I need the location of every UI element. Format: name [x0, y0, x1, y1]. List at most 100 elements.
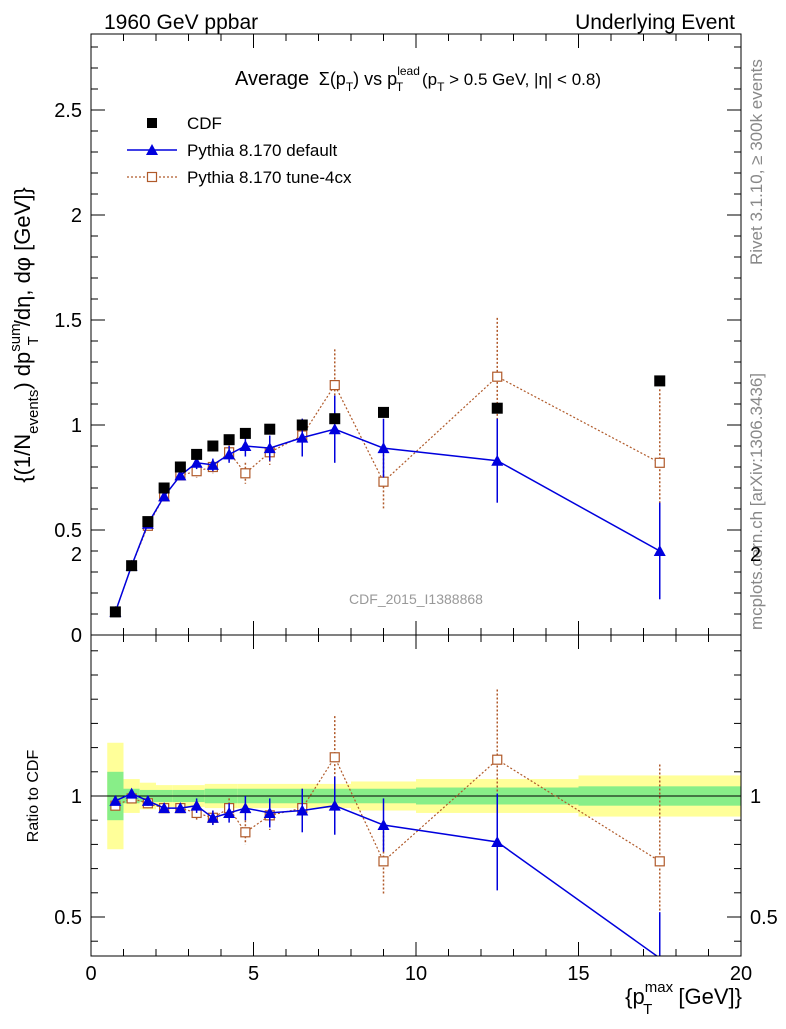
legend-entry-cdf: CDF	[147, 114, 222, 133]
ratio-xlabel: {pmax T [GeV]}	[625, 979, 742, 1018]
y-tick-label: 2.5	[54, 100, 82, 122]
legend: CDF Pythia 8.170 default Pythia 8.170 tu…	[127, 114, 352, 187]
legend-label-tune: Pythia 8.170 tune-4cx	[187, 168, 352, 187]
data-point	[174, 461, 186, 473]
data-point	[142, 516, 154, 528]
ylabel-b-sub: T	[25, 336, 42, 345]
data-point	[263, 806, 276, 818]
main-ylabel: {(1/Nevents) dpsumT/dη, dφ [GeV]}	[7, 187, 42, 483]
xlabel-sup: max	[645, 979, 674, 996]
x-tick-label: 15	[567, 963, 589, 985]
data-point	[377, 819, 390, 831]
data-point	[125, 787, 138, 799]
data-point	[654, 375, 666, 387]
y-tick-label: 1	[71, 415, 82, 437]
data-point	[239, 427, 251, 439]
analysis-watermark: CDF_2015_I1388868	[349, 591, 483, 607]
ratio-y-tick-label-right: 2	[750, 544, 761, 566]
title-rest: > 0.5 GeV, |η| < 0.8)	[444, 70, 601, 89]
title-sub-2: T	[396, 80, 404, 94]
data-point	[378, 856, 389, 867]
data-point	[207, 440, 219, 452]
x-tick-label: 20	[730, 963, 752, 985]
data-point	[296, 431, 309, 443]
ratio-y-tick-label: 1	[71, 786, 82, 808]
data-point	[126, 560, 138, 572]
data-point	[329, 380, 340, 391]
data-point	[158, 802, 171, 814]
ratio-marks	[109, 689, 665, 956]
data-point	[239, 440, 252, 451]
y-tick-label: 1.5	[54, 310, 82, 332]
ratio-y-tick-label: 0.5	[54, 907, 82, 929]
x-tick-label: 10	[405, 963, 427, 985]
data-point	[653, 545, 666, 556]
data-point	[109, 794, 122, 806]
title-cut: (p	[417, 70, 437, 89]
data-point	[190, 799, 203, 811]
data-point	[158, 482, 170, 494]
data-point	[296, 804, 309, 816]
ratio-panel: 0.5 0.51 12 20 5 10 15 20 Ratio to CDF {pmax T […	[25, 544, 778, 1018]
xlabel-a: {p	[625, 984, 645, 1009]
ratio-y-tick-label-right: 0.5	[750, 907, 778, 929]
ratio-y-tick-label-right: 1	[750, 786, 761, 808]
ratio-axes: 0.5 0.51 12 20 5 10 15 20	[54, 544, 778, 985]
data-point	[378, 476, 389, 487]
ratio-y-tick-label: 2	[71, 544, 82, 566]
ylabel-b: ) dp	[10, 352, 35, 390]
title-word: Average	[235, 68, 309, 90]
data-point	[141, 794, 154, 806]
ylabel-a: {(1/N	[10, 434, 35, 483]
ylabel-a-sub: events	[25, 390, 42, 434]
y-tick-label: 2	[71, 205, 82, 227]
data-point	[328, 799, 341, 811]
data-point	[223, 448, 236, 460]
data-point	[206, 811, 219, 823]
ylabel-b-sup: sum	[7, 323, 24, 351]
title-close: )	[353, 69, 359, 89]
xlabel-b: [GeV]}	[672, 984, 742, 1009]
data-point	[240, 468, 251, 479]
data-point	[174, 802, 187, 814]
xlabel-sub: T	[643, 1001, 652, 1018]
main-title: Average Σ(pT) vs plead T (pT > 0.5 GeV, |…	[235, 64, 601, 94]
legend-label-cdf: CDF	[187, 114, 222, 133]
data-point	[223, 806, 236, 818]
title-lead: lead	[397, 64, 420, 78]
title-sigma: Σ(p	[319, 69, 346, 89]
data-point	[239, 802, 252, 814]
main-marks	[109, 317, 666, 618]
data-point	[264, 423, 276, 435]
legend-label-default: Pythia 8.170 default	[187, 141, 338, 160]
main-panel: 00.511.522.5 Average Σ(pT) vs plead T (pT…	[7, 33, 742, 647]
data-point	[206, 458, 219, 470]
data-point	[191, 448, 203, 460]
data-point	[240, 827, 251, 838]
x-tick-label: 0	[85, 963, 96, 985]
data-point	[654, 856, 665, 867]
data-point	[329, 413, 341, 425]
y-tick-label: 0.5	[54, 520, 82, 542]
header-left: 1960 GeV ppbar	[104, 11, 258, 34]
title-vs: vs p	[359, 69, 397, 89]
data-point	[329, 752, 340, 763]
data-point	[378, 406, 389, 418]
rivet-label: Rivet 3.1.10, ≥ 300k events	[747, 59, 766, 265]
main-axes: 0 0.5 1 1.5 2 2.5	[54, 34, 742, 647]
header-right: Underlying Event	[575, 11, 735, 34]
data-point	[109, 606, 121, 618]
data-point	[491, 835, 504, 847]
legend-marker-tune	[146, 171, 158, 183]
data-point	[328, 423, 341, 435]
data-point	[491, 402, 503, 414]
title-sub-3: T	[437, 80, 445, 94]
legend-entry-tune: Pythia 8.170 tune-4cx	[127, 168, 352, 187]
data-point	[377, 442, 390, 454]
data-point	[190, 456, 203, 468]
data-point	[491, 454, 504, 466]
legend-marker-cdf	[147, 118, 157, 128]
data-point	[492, 754, 503, 765]
data-point	[223, 434, 235, 446]
